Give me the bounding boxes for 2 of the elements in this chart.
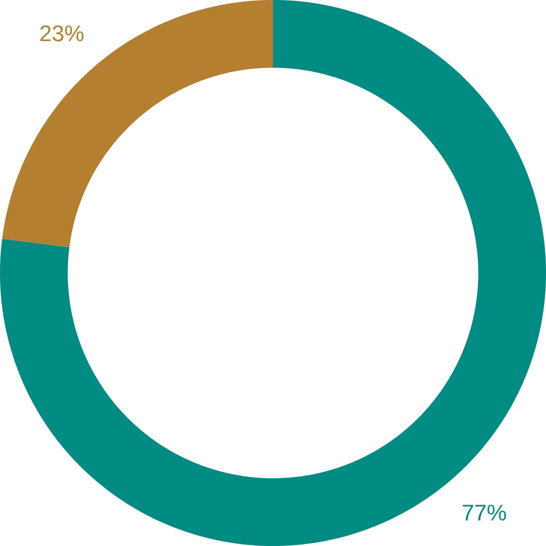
data-label: 77% [462,504,506,520]
data-label: 23% [40,25,84,42]
